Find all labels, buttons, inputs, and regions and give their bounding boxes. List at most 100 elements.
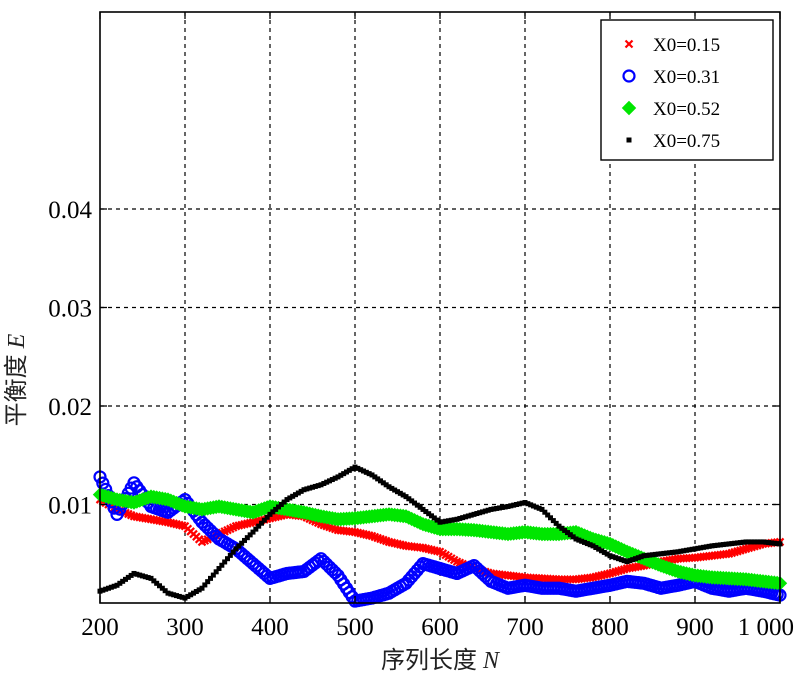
- series-3-trail-33-2: [664, 550, 670, 556]
- series-3-trail-36-4: [720, 542, 726, 548]
- series-3-trail-6-2: [205, 579, 211, 585]
- series-3-trail-7-1: [219, 562, 225, 568]
- series-3-point-9: [250, 529, 256, 535]
- series-3-trail-33-5: [672, 549, 678, 555]
- series-3-point-1: [114, 582, 120, 588]
- y-axis-label: 平衡度 E: [3, 333, 30, 426]
- series-3-trail-19-4: [431, 515, 437, 521]
- x-tick-label-0: 200: [81, 614, 119, 641]
- series-3-trail-32-3: [650, 552, 655, 558]
- series-3-trail-33-4: [669, 549, 675, 555]
- series-3-trail-27-4: [567, 532, 573, 538]
- series-3-trail-4-1: [168, 591, 174, 597]
- series-3-trail-7-5: [230, 549, 236, 555]
- series-3-point-36: [709, 543, 715, 549]
- series-3-trail-12-1: [304, 486, 310, 492]
- series-3-trail-37-3: [735, 540, 740, 546]
- series-3-trail-5-2: [188, 592, 194, 598]
- series-3-trail-6-1: [202, 582, 208, 588]
- series-3-trail-22-4: [482, 508, 488, 514]
- x-tick-label-3: 500: [336, 614, 374, 641]
- series-3-trail-25-4: [533, 504, 539, 510]
- series-3-trail-14-5: [349, 466, 355, 472]
- series-3-trail-29-5: [604, 551, 610, 557]
- legend-marker-2: [621, 100, 637, 116]
- series-3-trail-1-5: [128, 572, 134, 578]
- series-3-trail-23-2: [494, 505, 500, 511]
- series-3-trail-22-3: [480, 509, 485, 515]
- series-3-trail-39-3: [769, 540, 774, 546]
- series-3-trail-37-5: [740, 539, 746, 545]
- series-3-trail-20-3: [446, 518, 451, 524]
- series-3-trail-15-4: [363, 469, 369, 475]
- series-3-point-13: [318, 482, 324, 488]
- series-3-trail-0-2: [103, 586, 109, 592]
- series-3-trail-15-1: [355, 465, 361, 471]
- series-3-trail-25-3: [531, 503, 536, 509]
- x-axis-label-variable: N: [482, 648, 501, 674]
- series-3-trail-39-2: [766, 540, 772, 546]
- series-layer: [92, 464, 788, 608]
- series-3-point-6: [199, 585, 205, 591]
- series-3-trail-17-3: [395, 489, 400, 495]
- series-3-trail-5-5: [196, 587, 202, 593]
- series-3-trail-18-2: [409, 498, 415, 504]
- series-3-trail-39-1: [763, 539, 769, 545]
- series-3-trail-4-4: [176, 593, 182, 599]
- series-3-trail-13-3: [327, 478, 332, 484]
- series-3-trail-25-2: [528, 502, 534, 508]
- series-3-trail-20-4: [448, 517, 454, 523]
- x-axis-ticks: 200 300 400 500 600 700 800 900 1 000: [81, 12, 794, 641]
- series-3-point-28: [573, 536, 579, 542]
- series-3-trail-5-3: [191, 590, 196, 596]
- series-3-trail-37-4: [737, 540, 743, 546]
- series-3-point-22: [471, 511, 477, 517]
- series-3-trail-3-4: [159, 585, 165, 591]
- series-3-trail-14-3: [344, 469, 349, 475]
- series-3-trail-31-3: [633, 556, 638, 562]
- series-3-trail-34-4: [686, 547, 692, 553]
- series-3-trail-10-1: [270, 509, 276, 515]
- series-3-trail-29-4: [601, 549, 607, 555]
- series-3-trail-35-1: [695, 545, 701, 551]
- series-3-trail-30-3: [616, 556, 621, 562]
- series-3-trail-24-2: [511, 502, 517, 508]
- series-3-point-39: [760, 539, 766, 545]
- series-3-trail-28-4: [584, 541, 590, 547]
- y-tick-label-2: 0.03: [48, 296, 92, 323]
- series-3-trail-26-3: [548, 515, 553, 521]
- series-3-trail-29-2: [596, 546, 602, 552]
- x-tick-label-2: 400: [251, 614, 289, 641]
- series-3-trail-23-1: [491, 506, 497, 512]
- y-axis-label-variable: E: [4, 333, 30, 349]
- series-3-point-18: [403, 494, 409, 500]
- series-3-trail-36-3: [718, 542, 723, 548]
- series-3-trail-19-1: [423, 509, 429, 515]
- series-3-trail-14-1: [338, 472, 344, 478]
- series-3-trail-19-5: [434, 517, 440, 523]
- series-3-trail-3-1: [151, 578, 157, 584]
- series-3-point-16: [369, 472, 375, 478]
- series-3-trail-18-5: [417, 504, 423, 510]
- series-3-trail-0-1: [100, 587, 106, 593]
- series-3-point-15: [352, 464, 358, 470]
- series-3-trail-27-1: [559, 525, 565, 531]
- series-3-trail-30-1: [610, 554, 616, 560]
- series-3-point-26: [539, 506, 545, 512]
- series-3-trail-7-3: [225, 556, 230, 562]
- series-3-trail-24-3: [514, 502, 519, 507]
- series-1: [93, 470, 787, 608]
- legend-label-1: X0=0.31: [653, 67, 720, 88]
- series-3-trail-1-4: [125, 574, 131, 580]
- series-3-trail-7-2: [222, 559, 228, 565]
- series-3-trail-6-4: [210, 572, 216, 578]
- legend-marker-3: [626, 137, 632, 143]
- series-3-trail-14-4: [346, 467, 352, 473]
- series-3-trail-9-3: [259, 520, 264, 526]
- series-3-trail-2-2: [137, 572, 143, 578]
- y-axis-ticks: 0.01 0.02 0.03 0.04: [48, 197, 780, 520]
- x-tick-label-8: 1 000: [738, 614, 794, 641]
- legend-marker-1: [622, 69, 636, 83]
- series-3-trail-10-4: [278, 502, 284, 507]
- series-3-trail-16-5: [383, 482, 389, 488]
